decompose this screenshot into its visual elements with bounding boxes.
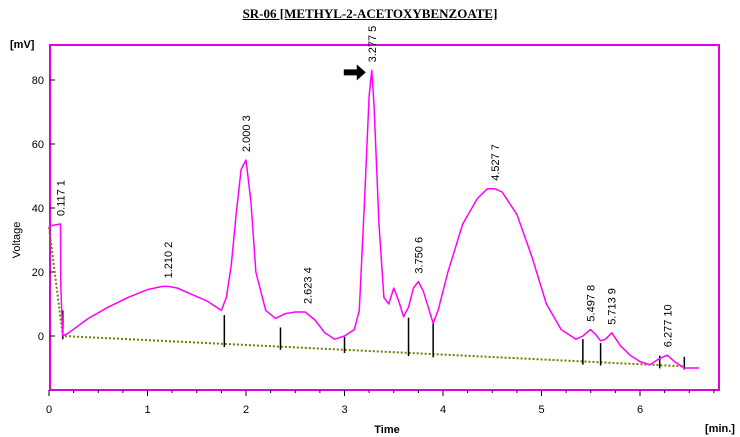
- chart-title: SR-06 [METHYL-2-ACETOXYBENZOATE]: [242, 6, 498, 21]
- y-tick-label: 0: [38, 331, 44, 343]
- y-tick-label: 40: [32, 203, 44, 215]
- peak-label: 5.713 9: [607, 288, 619, 325]
- peak-label: 6.277 10: [662, 304, 674, 347]
- x-tick-label: 2: [243, 404, 249, 416]
- signal-group: [48, 69, 700, 369]
- x-tick-label: 1: [144, 404, 150, 416]
- plot-frame: [49, 44, 720, 391]
- arrow-icon: [343, 64, 366, 81]
- peak-labels: 0.117 1 1.210 2 2.000 3 2.623 4 3.277 5 3.750…: [56, 26, 675, 348]
- y-axis-label: Voltage: [11, 222, 23, 259]
- peak-label: 2.623 4: [302, 267, 314, 304]
- x-tick-label: 4: [440, 404, 446, 416]
- x-tick-label: 6: [637, 404, 643, 416]
- arrow-group: [343, 64, 366, 81]
- x-unit-label: [min.]: [705, 423, 735, 435]
- x-tick-label: 5: [538, 404, 544, 416]
- x-axis-label: Time: [374, 424, 399, 436]
- peak-label: 1.210 2: [163, 242, 175, 279]
- x-tick-label: 0: [46, 404, 52, 416]
- y-tick-label: 60: [32, 139, 44, 151]
- peak-label: 3.750 6: [413, 237, 425, 274]
- y-tick-label: 80: [32, 75, 44, 87]
- peak-label: 4.527 7: [490, 144, 502, 181]
- x-tick-label: 3: [341, 404, 347, 416]
- peak-label: 0.117 1: [56, 180, 68, 216]
- y-tick-label: 20: [32, 267, 44, 279]
- y-axis: 0 20 40 60 80: [32, 75, 55, 343]
- signal-line: [48, 69, 700, 369]
- peak-label: 5.497 8: [585, 285, 597, 322]
- peak-label: 3.277 5: [367, 26, 379, 63]
- peak-label: 2.000 3: [241, 115, 253, 152]
- y-unit-label: [mV]: [10, 39, 35, 51]
- x-axis: 0 1 2 3 4 5 6: [46, 390, 715, 416]
